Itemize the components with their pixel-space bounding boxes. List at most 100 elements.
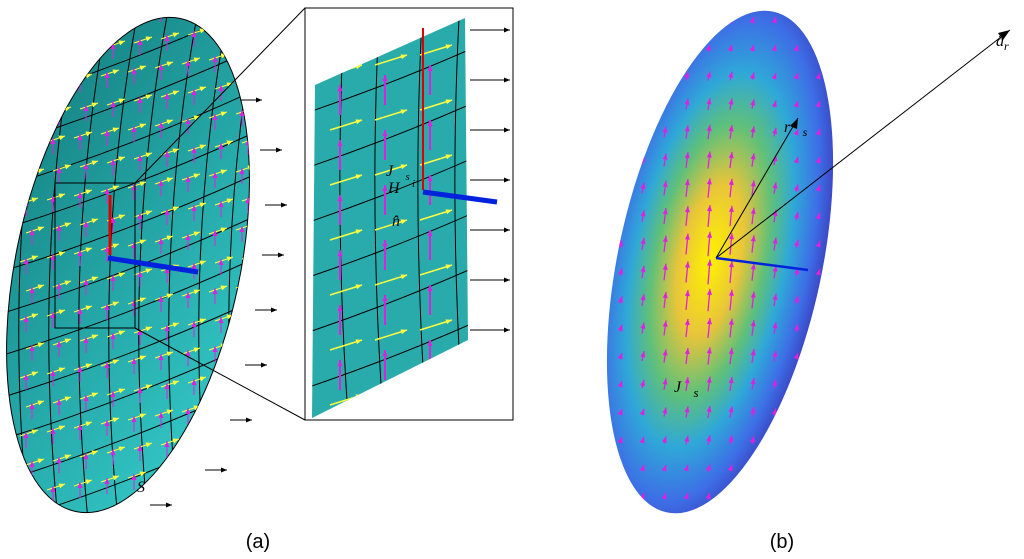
arrow-head (640, 322, 646, 329)
arrow-head (793, 45, 799, 52)
arrow-head (31, 255, 38, 261)
arrow-head (164, 325, 170, 331)
arrow-head (772, 237, 778, 244)
arrow-head (185, 408, 191, 414)
arrow-head (706, 435, 712, 442)
arrow-head (706, 318, 712, 325)
arrow-head (684, 179, 690, 186)
arrow-head (139, 65, 146, 71)
arrow-head (145, 152, 152, 158)
arrow-head (112, 11, 119, 17)
arrow-head (131, 416, 137, 422)
arrow-head (64, 164, 71, 170)
arrow-head (683, 44, 689, 52)
arrow-head (110, 275, 116, 281)
arrow-head (382, 295, 388, 301)
position-vector (715, 117, 799, 259)
arrow-head (110, 449, 116, 455)
arrow-head (166, 177, 173, 183)
arrow-head (706, 347, 712, 354)
arrow-head (77, 250, 83, 256)
arrow-head (139, 471, 146, 477)
arrow-head (247, 339, 254, 345)
arrow-head (662, 291, 668, 299)
arrow (79, 44, 99, 52)
zoom-region (54, 182, 136, 329)
arrow-head (85, 131, 92, 137)
arrow-head (661, 436, 667, 443)
arrow-head (662, 320, 668, 327)
arrow (795, 492, 799, 500)
arrow (663, 44, 667, 52)
arrow-head (172, 380, 179, 386)
arrow-head (193, 115, 200, 121)
arrow-head (37, 342, 44, 348)
arrow-head (191, 147, 197, 153)
arrow-head (31, 487, 38, 493)
arrow-head (815, 381, 821, 388)
arrow-head (191, 89, 197, 95)
arrow-head (445, 319, 452, 325)
arrow-head (137, 387, 143, 393)
arrow-head (815, 325, 821, 332)
arrow-head (246, 417, 252, 423)
arrow-head (794, 211, 799, 219)
arrow-head (728, 435, 734, 442)
arrow-head (110, 43, 116, 49)
arrow-head (164, 383, 170, 389)
arrow-head (104, 130, 110, 136)
arrow-head (253, 20, 260, 26)
arrow-head (337, 195, 343, 201)
arrow-head (662, 407, 668, 414)
arrow-head (191, 379, 197, 385)
arrow-head (256, 97, 262, 103)
arrow-head (112, 301, 119, 307)
arrow (619, 44, 623, 52)
arrow-head (815, 101, 821, 108)
arrow-head (382, 185, 388, 191)
grid-curve (0, 297, 261, 399)
arrow-head (706, 178, 712, 185)
arrow (214, 430, 234, 438)
arrow (619, 464, 623, 472)
grid-curve (0, 171, 261, 273)
arrow-head (58, 251, 65, 257)
current-label: J⃗s (386, 163, 410, 183)
arrow-head (226, 372, 233, 378)
arrow (208, 401, 228, 409)
arrow (773, 436, 777, 444)
arrow-head (137, 329, 143, 335)
arrow (795, 408, 799, 416)
arrow-head (683, 464, 689, 472)
arrow-head (158, 296, 164, 302)
arrow-head (185, 350, 191, 356)
arrow-head (815, 409, 821, 416)
arrow-head (64, 48, 71, 54)
arrow-head (185, 118, 191, 124)
arrow-head (131, 10, 137, 16)
arrow-head (750, 207, 756, 214)
arrow-head (337, 140, 343, 146)
arrow-head (793, 465, 799, 472)
arrow-head (749, 45, 755, 52)
arrow-head (705, 44, 711, 52)
arrow-head (220, 169, 227, 175)
arrow-head (728, 98, 734, 105)
arrow-head (112, 417, 119, 423)
arrow-head (58, 135, 65, 141)
arrow-head (77, 18, 83, 24)
arrow-head (104, 304, 110, 310)
arrow-head (617, 184, 623, 192)
arrow-head (640, 351, 646, 358)
grid-curve (0, 213, 261, 315)
arrow (52, 48, 72, 56)
arrow-head (794, 239, 800, 247)
arrow (817, 352, 821, 360)
arrow (25, 110, 45, 118)
arrow-head (58, 77, 65, 83)
arrow-head (706, 205, 712, 212)
arrow-head (91, 44, 98, 50)
arrow-head (158, 470, 164, 476)
arrow-head (771, 465, 777, 472)
arrow-head (112, 127, 119, 133)
